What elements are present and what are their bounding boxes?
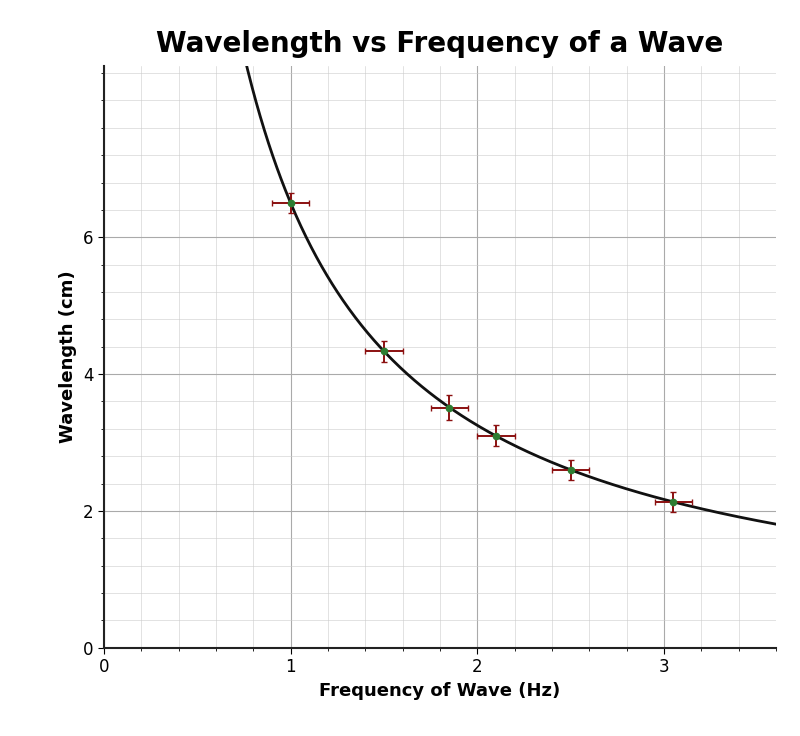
X-axis label: Frequency of Wave (Hz): Frequency of Wave (Hz): [319, 682, 561, 700]
Title: Wavelength vs Frequency of a Wave: Wavelength vs Frequency of a Wave: [156, 30, 724, 58]
Y-axis label: Wavelength (cm): Wavelength (cm): [59, 271, 78, 443]
